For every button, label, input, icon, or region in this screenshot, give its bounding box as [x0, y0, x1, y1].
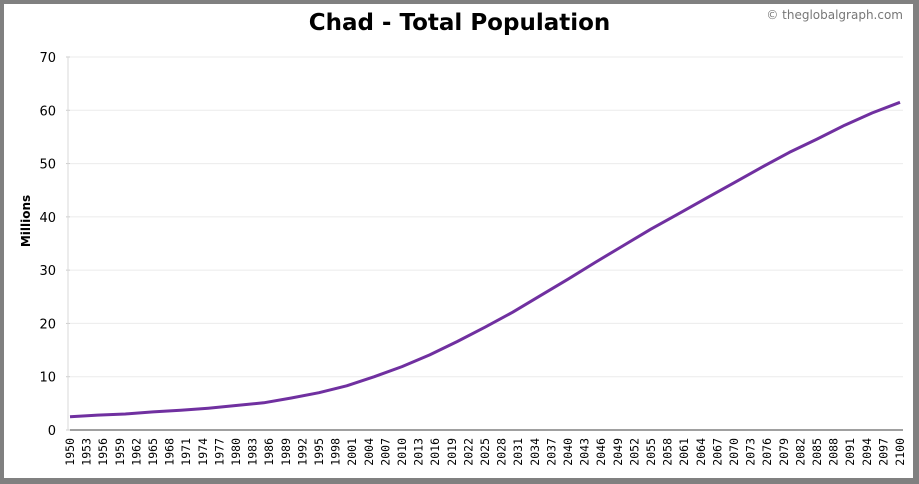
- x-tick-label: 1977: [212, 438, 226, 466]
- x-tick-label: 2067: [710, 438, 724, 466]
- x-tick-label: 2001: [345, 438, 359, 466]
- x-tick-label: 2028: [495, 438, 509, 466]
- y-tick-label: 10: [39, 371, 56, 386]
- x-tick-label: 1971: [179, 438, 193, 466]
- x-tick-label: 2043: [578, 438, 592, 466]
- x-tick-label: 2091: [843, 438, 857, 466]
- x-tick-label: 2040: [561, 438, 575, 466]
- y-tick-label: 50: [39, 158, 56, 173]
- x-tick-label: 2070: [727, 438, 741, 466]
- chart-title: Chad - Total Population: [308, 10, 611, 36]
- gridlines: [70, 56, 903, 378]
- x-tick-label: 1992: [295, 438, 309, 466]
- x-tick-label: 2097: [876, 438, 890, 466]
- x-tick-label: 1986: [262, 438, 276, 466]
- x-tick-label: 1965: [146, 438, 160, 466]
- x-tick-label: 1974: [196, 438, 210, 466]
- y-tick-label: 30: [39, 264, 56, 279]
- population-line: [69, 100, 901, 419]
- chart-frame: [4, 4, 913, 478]
- x-tick-label: 2010: [395, 438, 409, 466]
- x-tick-label: 2058: [661, 438, 675, 466]
- x-tick-label: 1953: [80, 438, 94, 466]
- x-tick-label: 1995: [312, 438, 326, 466]
- x-tick-label: 2013: [412, 438, 426, 466]
- y-tick-label: 0: [48, 424, 56, 439]
- x-tick-label: 1956: [96, 438, 110, 466]
- x-tick-label: 2031: [511, 438, 525, 466]
- credit-text: © theglobalgraph.com: [766, 8, 903, 22]
- x-tick-label: 2022: [461, 438, 475, 466]
- y-tick-label: 70: [39, 51, 56, 66]
- y-tick-label: 60: [39, 104, 56, 119]
- x-axis-ticks: 1950 1953 1956 1959 1962 1965 1968 1971 1974 1977…: [63, 438, 907, 466]
- x-tick-label: 1998: [329, 438, 343, 466]
- x-tick-label: 2094: [860, 438, 874, 466]
- x-tick-label: 1962: [129, 438, 143, 466]
- x-tick-label: 2055: [644, 438, 658, 466]
- x-tick-label: 2061: [677, 438, 691, 466]
- x-tick-label: 2064: [694, 438, 708, 466]
- x-tick-label: 2076: [760, 438, 774, 466]
- y-tick-label: 40: [39, 211, 56, 226]
- x-tick-label: 2088: [827, 438, 841, 466]
- x-tick-label: 1980: [229, 438, 243, 466]
- x-tick-label: 2019: [445, 438, 459, 466]
- x-tick-label: 2100: [893, 438, 907, 466]
- x-tick-label: 2049: [611, 438, 625, 466]
- x-tick-label: 1950: [63, 438, 77, 466]
- x-tick-label: 2037: [544, 438, 558, 466]
- x-tick-label: 1983: [246, 438, 260, 466]
- x-tick-label: 2025: [478, 438, 492, 466]
- y-axis-ticks: 0 10 20 30 40 50 60 70: [39, 51, 70, 439]
- x-tick-label: 2082: [793, 438, 807, 466]
- x-tick-label: 1959: [113, 438, 127, 466]
- x-tick-label: 2004: [362, 438, 376, 466]
- x-tick-label: 2085: [810, 438, 824, 466]
- x-tick-label: 2052: [627, 438, 641, 466]
- x-tick-label: 2007: [378, 438, 392, 466]
- x-tick-label: 2079: [777, 438, 791, 466]
- x-tick-label: 1968: [163, 438, 177, 466]
- x-tick-label: 2034: [528, 438, 542, 466]
- y-tick-label: 20: [39, 317, 56, 332]
- x-tick-label: 2016: [428, 438, 442, 466]
- x-tick-label: 2073: [744, 438, 758, 466]
- x-tick-label: 1989: [279, 438, 293, 466]
- x-tick-label: 2046: [594, 438, 608, 466]
